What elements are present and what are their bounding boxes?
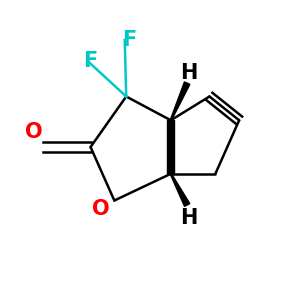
Text: O: O xyxy=(92,200,110,219)
Polygon shape xyxy=(170,173,190,206)
Text: H: H xyxy=(180,63,197,83)
Polygon shape xyxy=(167,120,174,174)
Polygon shape xyxy=(170,82,190,121)
Text: H: H xyxy=(180,208,197,228)
Text: F: F xyxy=(83,51,98,71)
Text: F: F xyxy=(122,30,136,50)
Text: O: O xyxy=(25,122,43,142)
